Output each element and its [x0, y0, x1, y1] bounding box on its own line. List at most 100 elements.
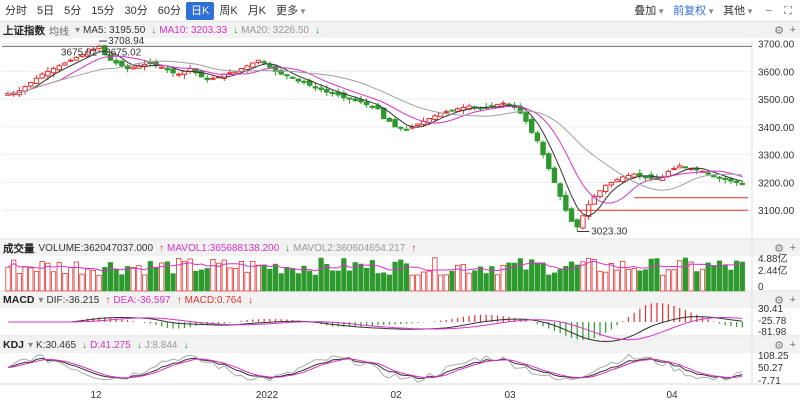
candle-body	[102, 45, 108, 56]
volume-bar	[477, 266, 484, 292]
candle-body	[176, 73, 182, 76]
candle-body	[557, 183, 563, 197]
volume-bar	[278, 273, 284, 292]
macd-tick-label: -25.78	[758, 316, 787, 327]
volume-bar	[193, 270, 199, 292]
candle-body	[398, 126, 404, 129]
volume-bar	[375, 273, 381, 292]
candle-body	[540, 141, 546, 156]
other-dropdown[interactable]: 其他▼	[719, 2, 758, 20]
candle-body	[369, 105, 376, 108]
candle-body	[728, 178, 734, 182]
macd-panel-header: MACD ▾ DIF:-36.215 ↑ DEA:-36.597 ↑ MACD:0.7…	[0, 292, 800, 308]
period-tab-weekly[interactable]: 周K	[219, 4, 238, 17]
period-tab-5day[interactable]: 5日	[37, 4, 55, 17]
volume-bar	[420, 271, 427, 292]
candle-body	[210, 77, 216, 80]
period-tab-more[interactable]: 更多▼	[271, 2, 312, 20]
volume-bar	[443, 274, 449, 292]
y-tick-label: 3300.00	[758, 151, 795, 162]
period-tab-fenshi[interactable]: 分时	[5, 4, 27, 17]
candle-body	[722, 177, 728, 181]
y-tick-label: 3400.00	[758, 123, 795, 134]
candle-body	[250, 62, 256, 68]
gear-icon[interactable]: ⚙	[774, 339, 784, 352]
ma20-line	[7, 60, 743, 191]
candle-body	[278, 69, 284, 75]
gear-icon[interactable]: ⚙	[774, 24, 784, 37]
candle-body	[267, 64, 273, 68]
volume-bar	[159, 262, 165, 292]
candle-body	[443, 111, 450, 114]
down-arrow-icon: ↓	[233, 24, 239, 36]
volume-bar	[181, 260, 188, 292]
plus-icon[interactable]: +	[789, 24, 796, 36]
volume-bar	[682, 257, 688, 292]
candle-body	[437, 112, 444, 117]
candle-body	[335, 91, 341, 96]
volume-bar	[153, 267, 159, 292]
period-tab-60min[interactable]: 60分	[157, 4, 181, 17]
volume-bar	[563, 266, 569, 292]
volume-bar	[250, 260, 256, 292]
chevron-down-icon[interactable]: ▾	[28, 339, 34, 351]
period-tab-5min[interactable]: 5分	[64, 4, 82, 17]
candle-body	[500, 102, 506, 105]
candle-body	[551, 167, 558, 183]
plus-icon[interactable]: +	[789, 294, 796, 306]
candle-body	[563, 194, 569, 211]
candle-body	[255, 59, 262, 64]
minus-icon[interactable]: −	[765, 5, 773, 17]
volume-bar	[136, 265, 142, 292]
d-readout: D:41.275	[90, 339, 131, 351]
volume-bar	[694, 271, 700, 292]
candle-body	[534, 132, 541, 142]
chevron-down-icon[interactable]: ▾	[38, 294, 44, 306]
volume-bar	[512, 262, 518, 292]
overlay-dropdown[interactable]: 叠加▼	[630, 2, 669, 20]
candle-body	[84, 51, 91, 57]
ma-type-label[interactable]: 均线	[49, 26, 69, 38]
candle-body	[739, 182, 746, 185]
main-panel-header: 上证指数 均线 ▾ MA5: 3195.50 ↓ MA10: 3203.33 ↓ MA…	[0, 22, 800, 38]
volume-bar	[551, 272, 558, 292]
volume-bar	[261, 264, 267, 292]
candle-body	[682, 166, 689, 169]
macd-tick-label: -81.98	[758, 327, 787, 338]
y-tick-label: 3700.00	[758, 40, 795, 51]
volume-bar	[523, 269, 529, 292]
volume-bar	[56, 262, 62, 292]
volume-bar	[620, 260, 626, 292]
candle-body	[711, 175, 717, 178]
gear-icon[interactable]: ⚙	[774, 242, 784, 255]
fullscreen-icon[interactable]: ⛶	[784, 4, 792, 17]
candle-body	[642, 176, 649, 179]
other-label: 其他	[723, 5, 746, 17]
gear-icon[interactable]: ⚙	[774, 294, 784, 307]
volume-bar	[580, 261, 586, 292]
macd-plot	[8, 302, 743, 343]
candle-body	[204, 77, 210, 81]
candle-body	[73, 56, 80, 61]
candle-body	[631, 173, 637, 178]
volume-bar	[614, 269, 620, 292]
volume-bar	[546, 274, 552, 292]
candle-body	[113, 60, 119, 64]
macd-tick-label: 30.41	[758, 304, 783, 315]
period-tab-15min[interactable]: 15分	[91, 4, 115, 17]
plus-icon[interactable]: +	[789, 242, 796, 254]
volume-bar	[50, 271, 57, 292]
candle-body	[28, 81, 34, 87]
period-tab-daily[interactable]: 日K	[186, 1, 215, 20]
adjust-dropdown[interactable]: 前复权▼	[669, 2, 719, 20]
candle-body	[415, 123, 421, 127]
period-tab-monthly[interactable]: 月K	[247, 4, 267, 17]
period-tab-30min[interactable]: 30分	[124, 4, 148, 17]
candle-body	[50, 68, 57, 74]
volume-bar	[591, 259, 597, 292]
candle-body	[90, 48, 97, 51]
volume-bar	[534, 263, 540, 292]
plus-icon[interactable]: +	[789, 339, 796, 351]
candle-body	[67, 59, 74, 62]
